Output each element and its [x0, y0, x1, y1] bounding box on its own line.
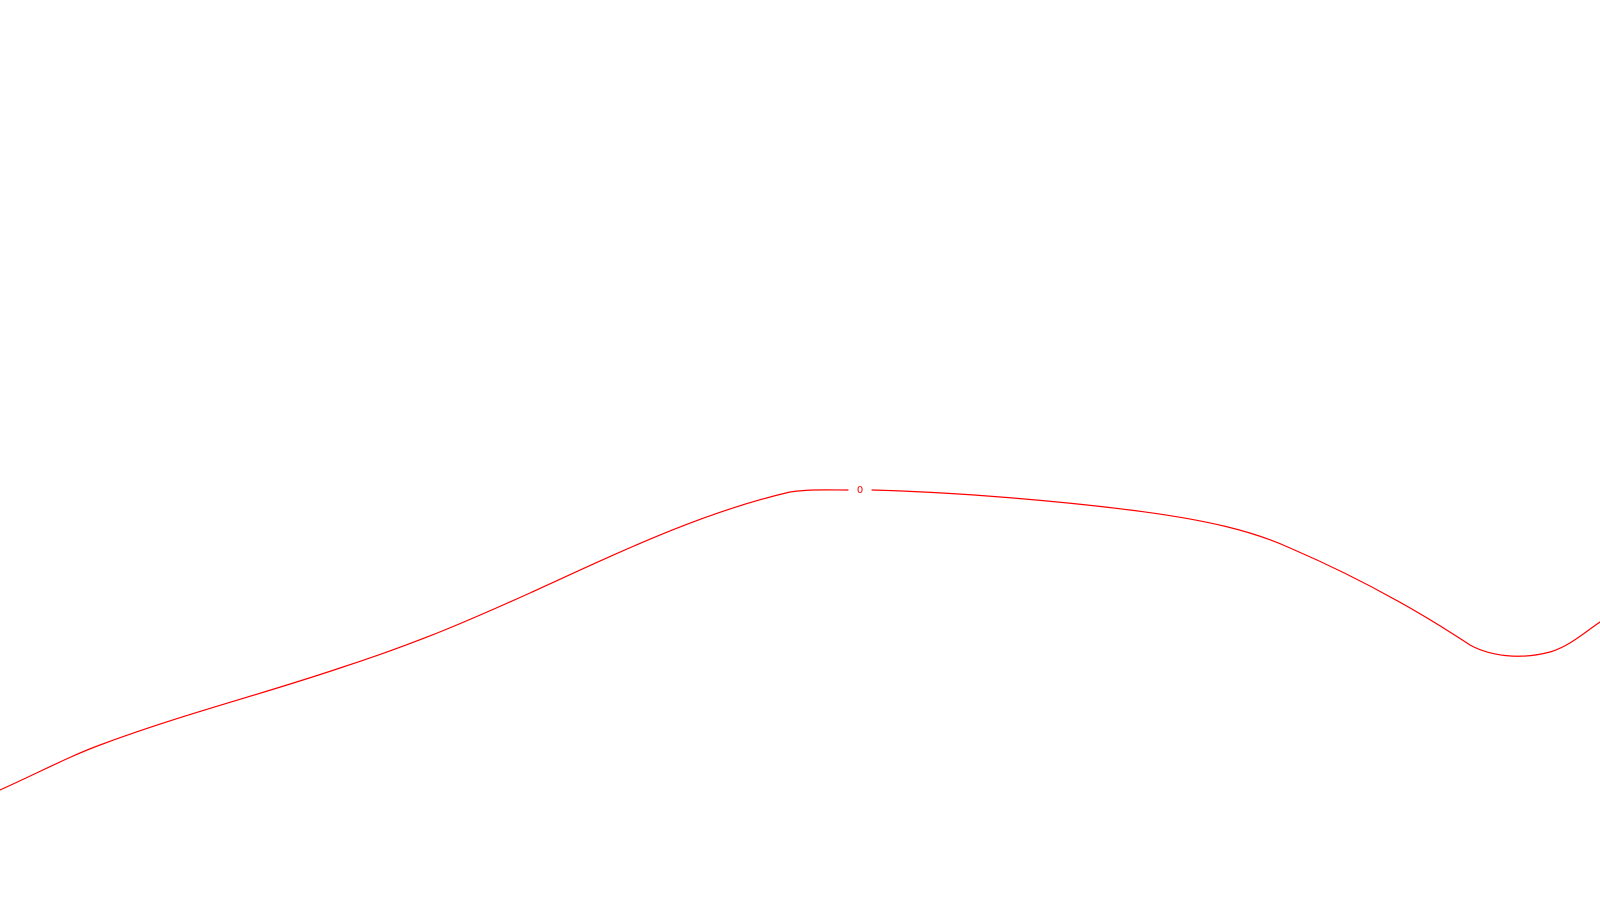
contour-label: 0: [857, 485, 863, 496]
contour-line-left: [0, 489, 849, 791]
contour-line-right: [871, 489, 1600, 657]
